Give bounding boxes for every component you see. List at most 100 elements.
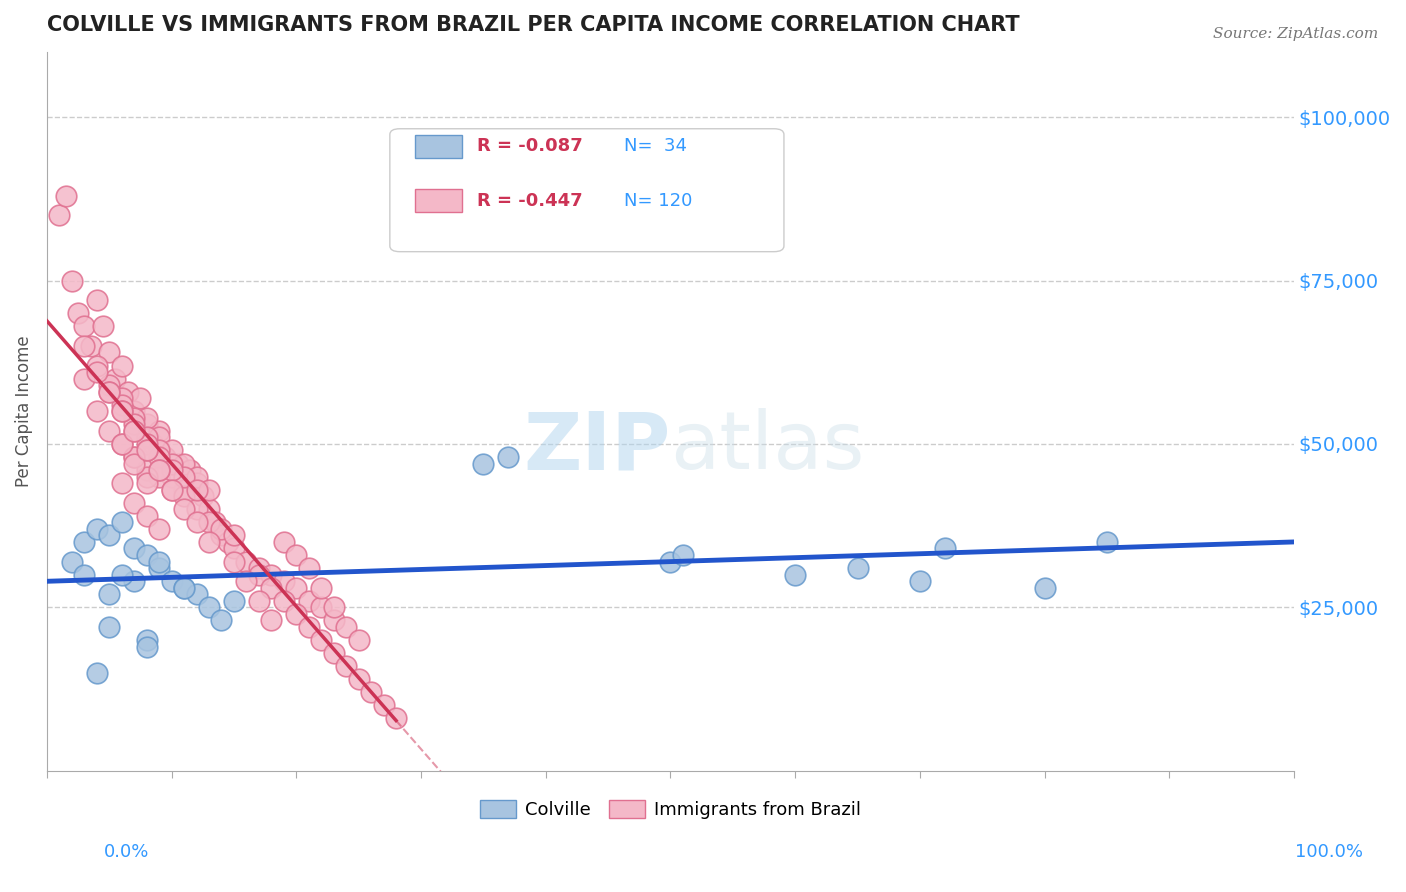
Point — [142, 437, 165, 451]
Point — [98, 587, 121, 601]
Point — [135, 632, 157, 647]
Point — [135, 417, 157, 432]
Point — [73, 567, 96, 582]
Point — [235, 574, 257, 589]
Point — [148, 522, 170, 536]
Point — [122, 450, 145, 464]
Point — [148, 463, 170, 477]
Point — [98, 384, 121, 399]
Point — [148, 443, 170, 458]
Point — [846, 561, 869, 575]
Point — [1033, 581, 1056, 595]
Point — [160, 443, 183, 458]
Point — [98, 345, 121, 359]
Point — [260, 613, 283, 627]
Bar — [415, 189, 463, 212]
Point — [173, 469, 195, 483]
Point — [672, 548, 695, 562]
Point — [122, 417, 145, 432]
Point — [347, 672, 370, 686]
Point — [785, 567, 807, 582]
Point — [122, 410, 145, 425]
Point — [160, 463, 183, 477]
Bar — [415, 135, 463, 158]
Text: N=  34: N= 34 — [624, 137, 688, 155]
Point — [111, 437, 134, 451]
Point — [111, 516, 134, 530]
Point — [73, 371, 96, 385]
Point — [186, 587, 208, 601]
Point — [273, 535, 295, 549]
Point — [111, 391, 134, 405]
Point — [135, 410, 157, 425]
Point — [122, 496, 145, 510]
Point — [73, 319, 96, 334]
Point — [322, 646, 344, 660]
Point — [247, 567, 270, 582]
Point — [198, 502, 221, 516]
Point — [67, 306, 90, 320]
Point — [309, 600, 332, 615]
Point — [79, 339, 101, 353]
Point — [155, 450, 177, 464]
Text: COLVILLE VS IMMIGRANTS FROM BRAZIL PER CAPITA INCOME CORRELATION CHART: COLVILLE VS IMMIGRANTS FROM BRAZIL PER C… — [46, 15, 1019, 35]
Point — [222, 555, 245, 569]
Point — [659, 555, 682, 569]
Point — [173, 489, 195, 503]
Point — [260, 581, 283, 595]
Point — [173, 502, 195, 516]
Point — [385, 711, 408, 725]
Point — [104, 371, 127, 385]
Point — [86, 293, 108, 308]
Point — [285, 607, 308, 621]
Point — [73, 339, 96, 353]
Point — [173, 581, 195, 595]
Text: ZIP: ZIP — [523, 409, 671, 486]
Point — [86, 365, 108, 379]
Point — [186, 483, 208, 497]
Point — [322, 613, 344, 627]
Point — [173, 581, 195, 595]
Point — [135, 508, 157, 523]
Point — [148, 561, 170, 575]
Point — [260, 567, 283, 582]
Point — [148, 430, 170, 444]
Point — [111, 398, 134, 412]
Point — [247, 594, 270, 608]
Point — [122, 541, 145, 556]
Point — [360, 685, 382, 699]
Point — [60, 274, 83, 288]
Point — [298, 620, 321, 634]
Point — [135, 430, 157, 444]
Point — [309, 581, 332, 595]
Point — [186, 469, 208, 483]
Point — [309, 632, 332, 647]
Point — [91, 319, 114, 334]
Point — [173, 483, 195, 497]
Point — [222, 528, 245, 542]
Point — [222, 594, 245, 608]
Point — [217, 535, 239, 549]
Point — [135, 443, 157, 458]
Point — [86, 404, 108, 418]
Text: atlas: atlas — [671, 409, 865, 486]
Point — [111, 476, 134, 491]
FancyBboxPatch shape — [389, 128, 785, 252]
Point — [186, 476, 208, 491]
Point — [204, 516, 226, 530]
Point — [148, 555, 170, 569]
Point — [135, 476, 157, 491]
Point — [98, 424, 121, 438]
Point — [186, 502, 208, 516]
Point — [191, 489, 214, 503]
Point — [148, 450, 170, 464]
Point — [285, 581, 308, 595]
Point — [122, 424, 145, 438]
Point — [179, 463, 201, 477]
Point — [247, 561, 270, 575]
Text: 100.0%: 100.0% — [1295, 843, 1362, 861]
Point — [472, 457, 495, 471]
Point — [335, 659, 357, 673]
Point — [160, 483, 183, 497]
Point — [111, 404, 134, 418]
